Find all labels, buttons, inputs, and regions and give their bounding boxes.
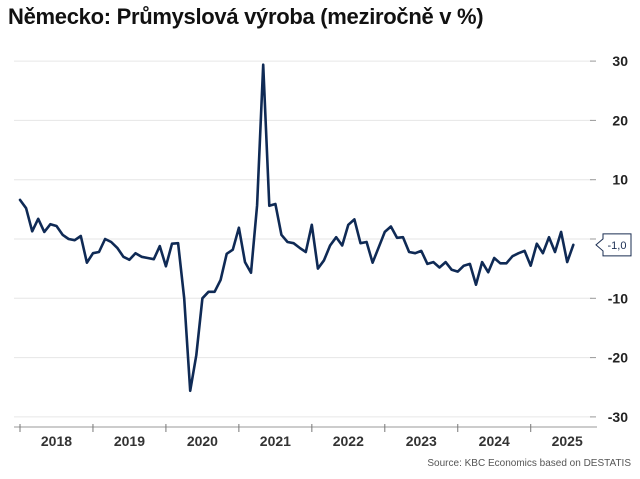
- source-note: Source: KBC Economics based on DESTATIS: [427, 458, 631, 469]
- y-tick-label: -30: [608, 409, 628, 425]
- x-tick-label: 2019: [114, 433, 145, 449]
- y-tick-label: -20: [608, 350, 628, 366]
- last-value-label: -1,0: [595, 233, 632, 257]
- y-tick-label: 30: [612, 53, 628, 69]
- y-tick-label: 10: [612, 172, 628, 188]
- x-tick-label: 2022: [333, 433, 364, 449]
- x-tick-label: 2024: [479, 433, 510, 449]
- x-tick-label: 2018: [41, 433, 72, 449]
- x-tick-label: 2021: [260, 433, 291, 449]
- y-tick-label: 20: [612, 112, 628, 128]
- x-tick-label: 2023: [406, 433, 437, 449]
- y-tick-label: -10: [608, 290, 628, 306]
- gridlines: [14, 60, 592, 418]
- y-axis: 3020100-10-20-30: [590, 53, 628, 425]
- series-line: [18, 63, 575, 393]
- x-axis: 2018 2019 2020 2021 2022 2023 2024 2025: [14, 424, 597, 449]
- value-callout-box: [595, 233, 632, 257]
- chart-title: Německo: Průmyslová výroba (meziročně v …: [8, 4, 484, 29]
- last-value-text: -1,0: [608, 240, 627, 252]
- x-tick-label: 2025: [552, 433, 583, 449]
- x-tick-label: 2020: [187, 433, 218, 449]
